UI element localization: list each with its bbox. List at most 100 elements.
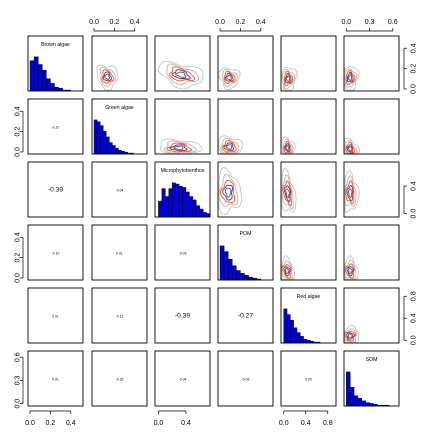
- hist-bar: [313, 341, 317, 344]
- tick-label: 0.6: [388, 19, 398, 26]
- tick-label: 0.6: [14, 352, 21, 362]
- contour-line: [346, 332, 355, 340]
- contour-line: [173, 145, 184, 151]
- tick-label: 0.4: [130, 19, 140, 26]
- density-contours-0-5: [344, 66, 360, 91]
- contour-line: [347, 74, 353, 81]
- contour-line: [218, 135, 243, 154]
- contour-line: [104, 73, 110, 80]
- x-axis-bottom-4: 0.0 0.4 0.8: [279, 410, 333, 427]
- contour-line: [346, 69, 356, 85]
- contour-line: [347, 333, 353, 339]
- panel-5-1: [91, 350, 148, 407]
- correlation-value: 0.01: [52, 315, 59, 319]
- hist-bar: [232, 265, 237, 281]
- contour-line: [283, 266, 291, 276]
- contour-line: [284, 143, 291, 153]
- contour-line: [347, 146, 353, 152]
- hist-bar: [66, 89, 72, 92]
- panel-0-2: [154, 35, 211, 92]
- contour-line: [283, 140, 292, 154]
- density-contours-1-5: [344, 138, 361, 154]
- tick-label: 0.0: [341, 19, 351, 26]
- tick-label: 0.2: [410, 64, 417, 74]
- contour-line: [175, 71, 187, 78]
- contour-line: [285, 145, 290, 151]
- density-contours-3-4: [281, 255, 296, 280]
- contour-line: [222, 184, 233, 201]
- tick-label: 0.4: [410, 43, 417, 53]
- hist-bar: [112, 145, 116, 155]
- panel-3-1: [91, 224, 148, 281]
- histogram-red-algae: [283, 308, 321, 344]
- contour-line: [346, 71, 354, 83]
- tick-label: 0.3: [14, 375, 21, 385]
- hist-bar: [161, 188, 166, 218]
- contour-line: [220, 137, 240, 154]
- contour-line: [344, 175, 357, 207]
- contour-line: [221, 140, 237, 153]
- contour-line: [224, 187, 232, 198]
- contour-line: [346, 144, 354, 154]
- hist-bar: [256, 278, 262, 281]
- y-axis-right-4: 0.0 0.4 0.8: [403, 291, 417, 345]
- contour-line: [346, 266, 354, 277]
- hist-bar: [178, 186, 183, 218]
- density-contours-1-4: [281, 136, 296, 154]
- tick-label: 0.2: [14, 127, 21, 137]
- correlation-value: -0.11: [116, 315, 124, 319]
- tick-label: 0.0: [14, 399, 21, 409]
- variable-label: POM: [240, 231, 252, 237]
- tick-label: 0.0: [410, 209, 417, 219]
- tick-label: 0.4: [66, 420, 76, 427]
- variable-label: Green algae: [105, 105, 134, 111]
- contour-line: [102, 71, 113, 82]
- correlation-value: 0.01: [52, 378, 59, 382]
- hist-bar: [240, 273, 245, 281]
- contour-line: [166, 142, 193, 153]
- correlation-value: -0.04: [179, 378, 187, 382]
- hist-bar: [192, 199, 197, 218]
- contour-line: [283, 185, 291, 202]
- panel-4-3: [217, 287, 274, 344]
- hist-bar: [189, 196, 194, 218]
- contour-line: [282, 68, 296, 90]
- hist-bar: [130, 152, 134, 155]
- hist-bar: [349, 387, 355, 407]
- hist-bar: [109, 142, 113, 155]
- hist-bar: [168, 188, 173, 218]
- hist-bar: [202, 212, 207, 218]
- hist-bar: [115, 148, 119, 155]
- density-contours-0-2: [157, 61, 204, 90]
- tick-label: 0.4: [256, 19, 266, 26]
- variable-label: Red algae: [297, 294, 321, 300]
- contour-line: [226, 74, 232, 81]
- contour-line: [224, 72, 234, 82]
- y-axis-right-2: 0.0 0.4: [403, 181, 417, 219]
- contour-line: [285, 188, 290, 199]
- contour-line: [223, 70, 236, 84]
- panel-0-4: [280, 35, 337, 92]
- hist-bar: [380, 404, 386, 407]
- hist-bar: [377, 404, 382, 407]
- hist-bar: [219, 245, 225, 281]
- hist-bar: [127, 152, 131, 155]
- contour-line: [281, 264, 292, 279]
- contour-line: [157, 61, 204, 90]
- tick-label: 0.8: [410, 291, 417, 301]
- contour-line: [171, 69, 191, 80]
- hist-bar: [365, 402, 370, 407]
- hist-bar: [223, 251, 229, 281]
- tick-label: 0.2: [46, 420, 56, 427]
- variable-label: SOM: [366, 357, 378, 363]
- panel-2-0: [27, 161, 84, 218]
- hist-bar: [309, 340, 314, 344]
- contour-line: [284, 267, 290, 274]
- hist-bar: [99, 125, 104, 155]
- histogram-green-algae: [93, 119, 134, 155]
- hist-bar: [46, 78, 51, 92]
- panel-1-5: [343, 98, 400, 155]
- hist-bar: [384, 404, 390, 407]
- contour-line: [282, 180, 292, 207]
- correlation-value: -0.10: [52, 252, 60, 256]
